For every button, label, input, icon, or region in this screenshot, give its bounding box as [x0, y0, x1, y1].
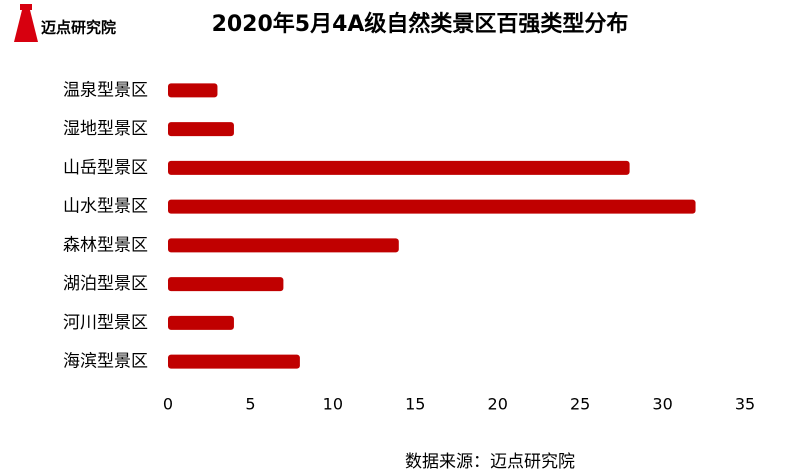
- bar: [168, 160, 630, 175]
- bar: [168, 122, 234, 137]
- bar: [168, 199, 696, 214]
- x-tick-label: 20: [488, 395, 508, 414]
- y-tick-label: 山水型景区: [63, 197, 148, 217]
- y-tick-label: 湖泊型景区: [63, 274, 148, 294]
- bar: [168, 277, 284, 292]
- x-tick-label: 5: [245, 395, 255, 414]
- logo-icon: [14, 10, 38, 42]
- x-tick-label: 15: [405, 395, 425, 414]
- bar: [168, 315, 234, 330]
- logo: 迈点研究院: [14, 4, 116, 42]
- x-tick-label: 35: [735, 395, 755, 414]
- x-tick-label: 30: [652, 395, 672, 414]
- bar: [168, 83, 218, 98]
- bar: [168, 354, 300, 369]
- x-tick-label: 10: [323, 395, 343, 414]
- y-tick-label: 森林型景区: [63, 235, 148, 255]
- logo-text: 迈点研究院: [41, 19, 116, 37]
- y-tick-label: 温泉型景区: [63, 80, 148, 100]
- y-tick-label: 山岳型景区: [63, 158, 148, 178]
- y-tick-label: 河川型景区: [63, 313, 148, 333]
- chart-title: 2020年5月4A级自然类景区百强类型分布: [212, 11, 629, 37]
- bar: [168, 238, 399, 253]
- y-tick-label: 湿地型景区: [63, 119, 148, 139]
- x-tick-label: 0: [163, 395, 173, 414]
- logo-icon-top: [20, 4, 32, 10]
- y-tick-label: 海滨型景区: [63, 352, 148, 372]
- source-note: 数据来源：迈点研究院: [405, 452, 575, 472]
- x-tick-label: 25: [570, 395, 590, 414]
